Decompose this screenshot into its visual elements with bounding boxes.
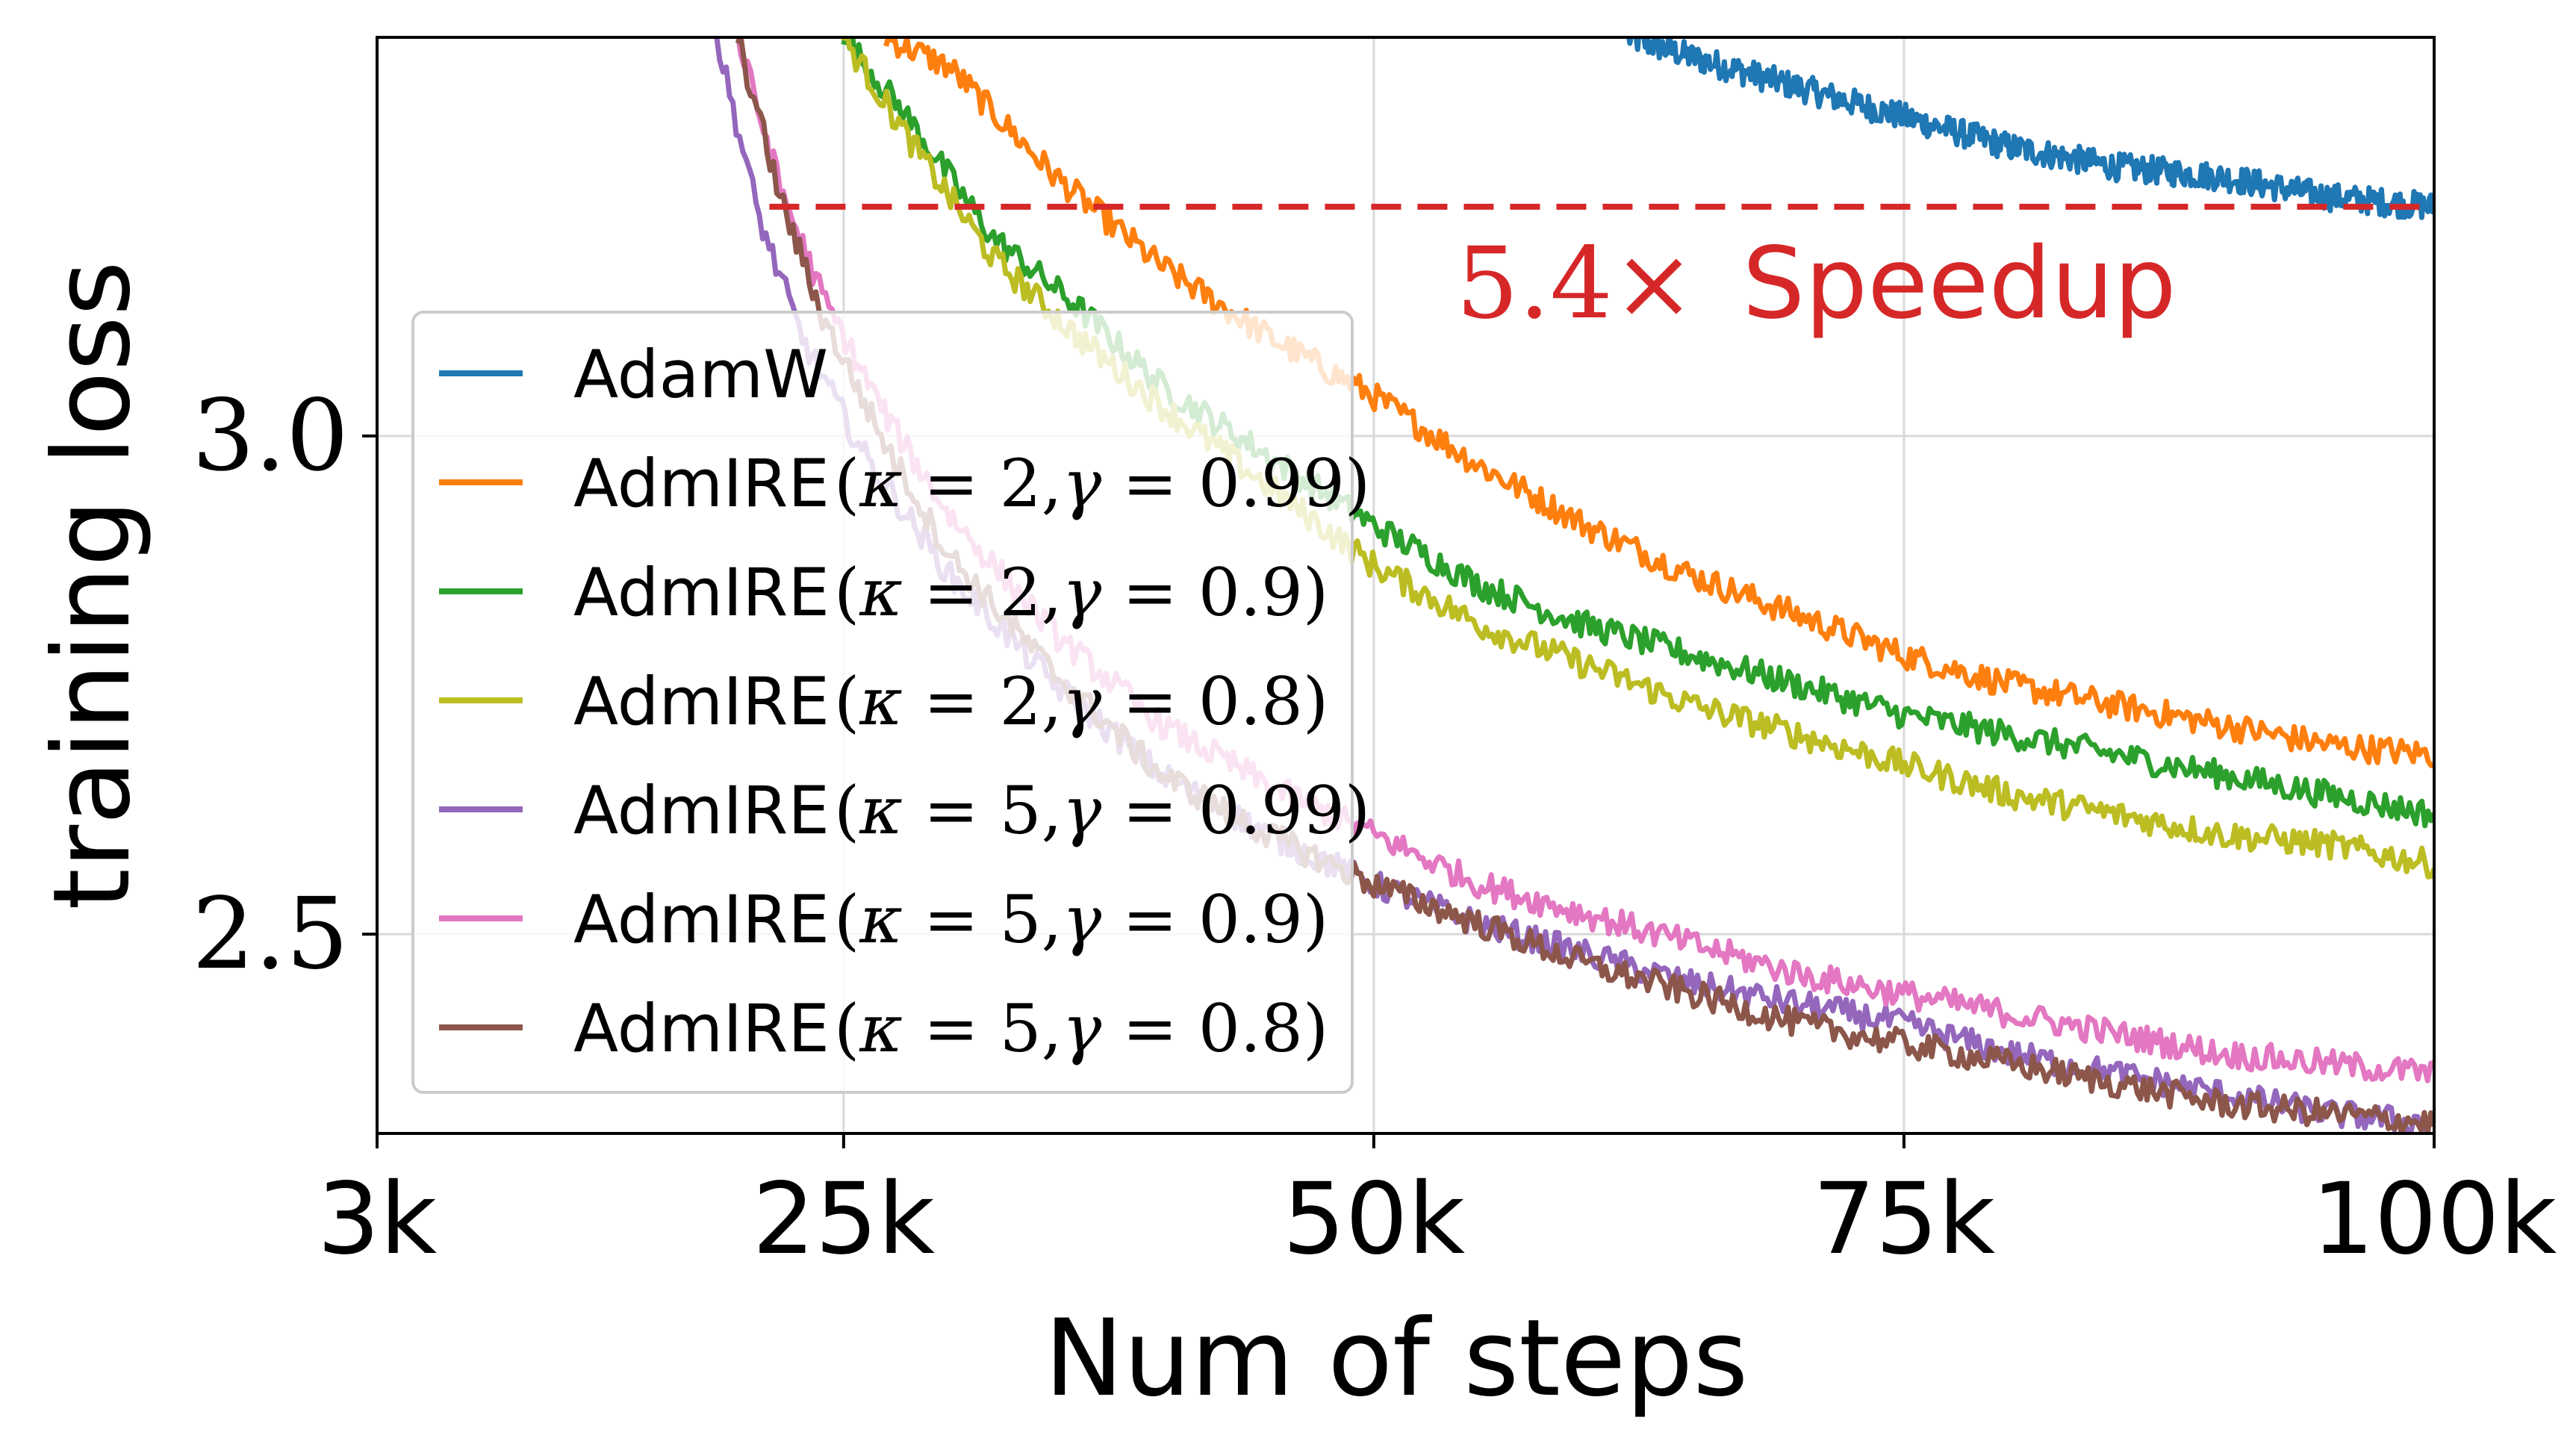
x-tick-label: 75k <box>1813 1162 1996 1277</box>
speedup-annotation: 5.4× Speedup <box>1456 226 2177 341</box>
y-tick-label: 2.5 <box>192 877 349 992</box>
x-tick-label: 100k <box>2312 1162 2557 1277</box>
x-tick-label: 3k <box>317 1162 438 1277</box>
legend-entry: AdamW <box>573 336 828 413</box>
legend-entry: AdmIRE(κ = 5,γ = 0.8) <box>573 990 1328 1067</box>
speedup-word: Speedup <box>1743 226 2177 341</box>
x-axis-label: Num of steps <box>1045 1297 1749 1420</box>
legend-box <box>411 311 1354 1094</box>
legend-entry: AdmIRE(κ = 2,γ = 0.8) <box>573 663 1328 740</box>
series-line-2 <box>883 37 2434 769</box>
y-axis-label: training loss <box>31 261 154 910</box>
plot-frame <box>376 36 2436 1135</box>
legend-entry: AdmIRE(κ = 2,γ = 0.9) <box>573 554 1328 631</box>
x-tick-label: 25k <box>753 1162 936 1277</box>
series-line-1 <box>1626 37 2434 220</box>
x-tick-label: 50k <box>1283 1162 1466 1277</box>
legend-entry: AdmIRE(κ = 2,γ = 0.99) <box>573 445 1370 522</box>
axis-ticks: 3k 25k 50k 75k 100k 2.5 3.0 <box>192 379 2557 1277</box>
legend-entry: AdmIRE(κ = 5,γ = 0.9) <box>573 881 1328 958</box>
legend-entry: AdmIRE(κ = 5,γ = 0.99) <box>573 772 1370 849</box>
y-tick-label: 3.0 <box>192 379 349 494</box>
speedup-factor: 5.4× <box>1456 226 1696 341</box>
legend: AdamW AdmIRE(κ = 2,γ = 0.99) AdmIRE(κ = 2,… <box>411 311 1370 1094</box>
